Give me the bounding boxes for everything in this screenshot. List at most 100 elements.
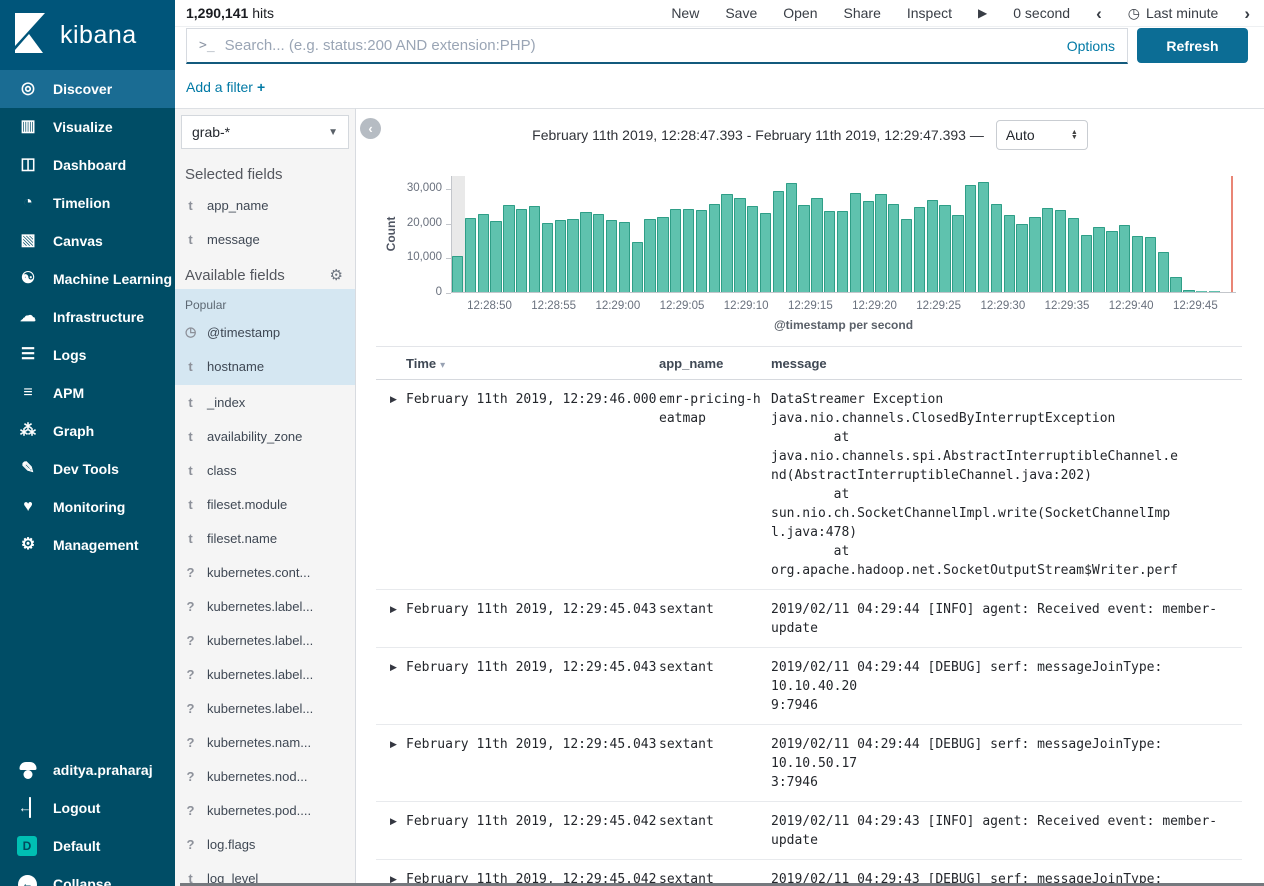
refresh-button[interactable]: Refresh	[1137, 28, 1248, 63]
histogram-bar[interactable]	[1170, 277, 1181, 292]
histogram-bar[interactable]	[773, 191, 784, 292]
histogram-bar[interactable]	[490, 221, 501, 292]
histogram-bar[interactable]	[1106, 231, 1117, 292]
histogram-bar[interactable]	[734, 198, 745, 292]
histogram-bar[interactable]	[503, 205, 514, 292]
histogram-bar[interactable]	[991, 204, 1002, 292]
sidebar-item-space-default[interactable]: D Default	[0, 827, 175, 865]
histogram-bar[interactable]	[567, 219, 578, 292]
sidebar-item-collapse[interactable]: ← Collapse	[0, 865, 175, 886]
expand-row-icon[interactable]: ▶	[376, 812, 406, 850]
field-availability-zone[interactable]: tavailability_zone	[175, 419, 355, 453]
sidebar-item-canvas[interactable]: ▧Canvas	[0, 222, 175, 260]
field-kubernetes-label-[interactable]: ?kubernetes.label...	[175, 657, 355, 691]
sidebar-item-apm[interactable]: ≡APM	[0, 374, 175, 412]
histogram-bar[interactable]	[760, 213, 771, 292]
histogram-bar[interactable]	[1132, 236, 1143, 292]
sidebar-item-visualize[interactable]: ▥Visualize	[0, 108, 175, 146]
sidebar-item-logout[interactable]: Logout	[0, 789, 175, 827]
histogram-bar[interactable]	[696, 210, 707, 292]
field-kubernetes-cont-[interactable]: ?kubernetes.cont...	[175, 555, 355, 589]
sidebar-item-monitoring[interactable]: ♥Monitoring	[0, 488, 175, 526]
field-app-name[interactable]: tapp_name	[175, 188, 355, 222]
histogram-bar[interactable]	[824, 211, 835, 292]
refresh-interval-label[interactable]: 0 second	[1013, 5, 1070, 21]
histogram-bar[interactable]	[452, 256, 463, 292]
field--index[interactable]: t_index	[175, 385, 355, 419]
field--timestamp[interactable]: ◷@timestamp	[175, 315, 355, 349]
field-kubernetes-label-[interactable]: ?kubernetes.label...	[175, 623, 355, 657]
histogram-bar[interactable]	[1209, 291, 1220, 292]
histogram-bar[interactable]	[863, 201, 874, 292]
play-icon[interactable]: ▶	[978, 6, 987, 20]
menu-save[interactable]: Save	[725, 5, 757, 21]
histogram-bar[interactable]	[1004, 215, 1015, 292]
field-kubernetes-nam-[interactable]: ?kubernetes.nam...	[175, 725, 355, 759]
histogram-bar[interactable]	[1145, 237, 1156, 292]
sidebar-item-infrastructure[interactable]: ☁Infrastructure	[0, 298, 175, 336]
histogram-bar[interactable]	[580, 212, 591, 292]
histogram-bar[interactable]	[939, 205, 950, 292]
histogram-bar[interactable]	[747, 206, 758, 292]
histogram-bar[interactable]	[875, 194, 886, 292]
histogram-bar[interactable]	[1081, 235, 1092, 292]
column-header-message[interactable]: message	[771, 356, 1242, 371]
expand-row-icon[interactable]: ▶	[376, 600, 406, 638]
histogram-bar[interactable]	[619, 222, 630, 292]
histogram-bar[interactable]	[952, 215, 963, 292]
sidebar-item-timelion[interactable]: ◔Timelion	[0, 184, 175, 222]
field-kubernetes-nod-[interactable]: ?kubernetes.nod...	[175, 759, 355, 793]
histogram-bar[interactable]	[901, 219, 912, 292]
histogram-bar[interactable]	[1119, 225, 1130, 292]
interval-select[interactable]: Auto ▲▼	[996, 120, 1088, 150]
time-picker[interactable]: ◷ Last minute	[1128, 5, 1219, 22]
field-kubernetes-pod-[interactable]: ?kubernetes.pod....	[175, 793, 355, 827]
sidebar-item-graph[interactable]: ⁂Graph	[0, 412, 175, 450]
sidebar-item-dev-tools[interactable]: ✎Dev Tools	[0, 450, 175, 488]
field-log-flags[interactable]: ?log.flags	[175, 827, 355, 861]
sidebar-item-management[interactable]: ⚙Management	[0, 526, 175, 564]
field-fileset-module[interactable]: tfileset.module	[175, 487, 355, 521]
menu-share[interactable]: Share	[844, 5, 881, 21]
histogram-bar[interactable]	[644, 219, 655, 292]
histogram-bar[interactable]	[850, 193, 861, 292]
collapse-panel-button[interactable]: ‹	[360, 118, 381, 139]
expand-row-icon[interactable]: ▶	[376, 735, 406, 792]
histogram-bar[interactable]	[465, 218, 476, 292]
histogram-bar[interactable]	[1158, 252, 1169, 292]
field-message[interactable]: tmessage	[175, 222, 355, 256]
histogram-bar[interactable]	[914, 207, 925, 292]
histogram-bar[interactable]	[837, 211, 848, 292]
add-filter-link[interactable]: Add a filter+	[186, 79, 265, 95]
histogram-bar[interactable]	[927, 200, 938, 292]
histogram-bar[interactable]	[978, 182, 989, 292]
histogram-bar[interactable]	[709, 204, 720, 292]
histogram-bar[interactable]	[657, 217, 668, 292]
field-class[interactable]: tclass	[175, 453, 355, 487]
expand-row-icon[interactable]: ▶	[376, 390, 406, 580]
histogram-bar[interactable]	[632, 242, 643, 292]
time-next-icon[interactable]: ›	[1244, 5, 1250, 22]
field-fileset-name[interactable]: tfileset.name	[175, 521, 355, 555]
sidebar-item-discover[interactable]: ◎Discover	[0, 70, 175, 108]
field-hostname[interactable]: thostname	[175, 349, 355, 383]
histogram-bar[interactable]	[1068, 218, 1079, 292]
sidebar-item-logs[interactable]: ☰Logs	[0, 336, 175, 374]
options-link[interactable]: Options	[1067, 38, 1115, 54]
histogram-bar[interactable]	[786, 183, 797, 292]
sidebar-item-machine-learning[interactable]: ☯Machine Learning	[0, 260, 175, 298]
histogram-bar[interactable]	[542, 223, 553, 292]
histogram-bar[interactable]	[888, 204, 899, 292]
column-header-app-name[interactable]: app_name	[659, 356, 771, 371]
menu-new[interactable]: New	[671, 5, 699, 21]
histogram-bar[interactable]	[670, 209, 681, 292]
histogram-bar[interactable]	[529, 206, 540, 292]
histogram-bar[interactable]	[1055, 210, 1066, 292]
histogram-bar[interactable]	[798, 205, 809, 292]
histogram-bar[interactable]	[478, 214, 489, 292]
histogram-bar[interactable]	[1016, 224, 1027, 292]
index-pattern-select[interactable]: grab-* ▼	[181, 115, 349, 149]
histogram-bar[interactable]	[593, 214, 604, 292]
histogram-bar[interactable]	[721, 194, 732, 292]
histogram-bar[interactable]	[516, 209, 527, 292]
